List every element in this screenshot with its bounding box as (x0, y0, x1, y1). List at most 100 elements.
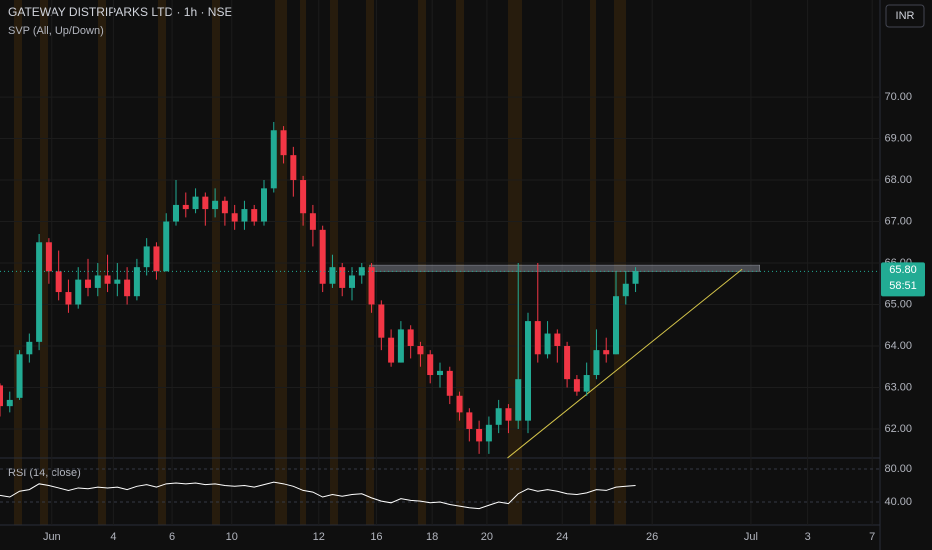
x-tick-label: 7 (869, 531, 875, 543)
stripe (366, 0, 374, 525)
candle-body (270, 130, 277, 189)
candle-body (437, 370, 443, 376)
candle-body (476, 428, 483, 442)
x-tick-label: 20 (481, 531, 493, 543)
y-tick-label: 64.00 (884, 340, 912, 352)
candle-body (182, 204, 189, 210)
x-tick-label: 12 (313, 531, 325, 543)
candle-body (221, 200, 228, 214)
chart-title: GATEWAY DISTRIPARKS LTD · 1h · NSE (8, 5, 232, 19)
rsi-line (0, 481, 636, 510)
stripe (158, 0, 166, 525)
candle-body (300, 180, 307, 214)
candle-body (446, 370, 453, 396)
candle-body (143, 246, 150, 268)
y-tick-label: 69.00 (884, 132, 912, 144)
candle-body (114, 279, 121, 284)
y-tick-label: 65.00 (884, 298, 912, 310)
candle-body (231, 213, 238, 222)
x-tick-label: 24 (556, 531, 568, 543)
candle-body (261, 188, 267, 222)
indicator-label: SVP (All, Up/Down) (8, 25, 104, 37)
candle-body (349, 275, 355, 288)
stripe (508, 0, 522, 525)
candle-body (104, 275, 111, 284)
stripe (590, 0, 596, 525)
x-tick-label: 10 (226, 531, 238, 543)
candle-body (290, 155, 297, 181)
candle-body (622, 283, 629, 297)
currency-label[interactable]: INR (896, 10, 915, 22)
candle-body (94, 275, 101, 288)
candle-body (319, 229, 326, 284)
x-tick-label: 26 (646, 531, 658, 543)
candle-body (45, 242, 52, 272)
candle-body (280, 130, 287, 156)
x-tick-label: 16 (370, 531, 382, 543)
candle-body (55, 271, 62, 293)
y-tick-label: 63.00 (884, 381, 912, 393)
rsi-label: RSI (14, close) (8, 467, 81, 479)
candle-body (212, 200, 219, 210)
last-price-label: 65.80 (889, 264, 917, 276)
candle-body (358, 267, 365, 276)
candle-body (632, 271, 639, 284)
x-tick-label: Jul (744, 531, 758, 543)
candle-body (0, 385, 3, 407)
candle-body (417, 345, 424, 355)
stripe (330, 0, 338, 525)
candle-body (603, 350, 610, 355)
candle-body (124, 279, 131, 297)
candle-body (192, 196, 199, 210)
candle-body (251, 209, 258, 222)
candle-body (505, 408, 512, 421)
candle-body (309, 213, 316, 230)
candle-body (564, 345, 571, 380)
candle-body (173, 204, 179, 222)
candle-body (573, 379, 580, 392)
candle-body (26, 341, 33, 355)
last-price-box (881, 262, 925, 297)
candle-body (16, 354, 23, 398)
candle-body (495, 408, 502, 425)
currency-button[interactable] (885, 4, 925, 28)
rsi-tick-label: 40.00 (884, 496, 912, 508)
stripe (98, 0, 106, 525)
candle-body (75, 279, 82, 305)
candle-body (613, 296, 619, 355)
x-tick-label: Jun (43, 531, 61, 543)
candle-body (534, 321, 541, 355)
candle-body (133, 267, 140, 297)
x-tick-label: 18 (426, 531, 438, 543)
x-tick-label: 4 (110, 531, 116, 543)
candle-body (485, 424, 492, 442)
resistance-zone (369, 264, 760, 272)
stripe (418, 0, 426, 525)
candle-body (466, 412, 473, 429)
candle-body (153, 246, 160, 272)
candle-body (515, 379, 522, 421)
candle-body (456, 395, 463, 413)
stripe (456, 0, 464, 525)
candle-body (427, 354, 434, 376)
x-tick-label: 3 (805, 531, 811, 543)
y-tick-label: 67.00 (884, 215, 912, 227)
candle-body (85, 279, 91, 288)
trendline (507, 268, 743, 459)
stripe (212, 0, 220, 525)
candle-body (36, 242, 43, 342)
candle-body (378, 304, 385, 338)
stripe (614, 0, 626, 525)
stripe (300, 0, 306, 525)
candle-body (202, 196, 209, 210)
candle-body (6, 399, 13, 407)
candle-body (65, 292, 72, 305)
candle-body (397, 329, 404, 363)
candle-body (368, 267, 375, 305)
candle-body (554, 333, 561, 346)
candle-body (593, 350, 600, 376)
candle-body (241, 209, 248, 222)
rsi-tick-label: 80.00 (884, 463, 912, 475)
